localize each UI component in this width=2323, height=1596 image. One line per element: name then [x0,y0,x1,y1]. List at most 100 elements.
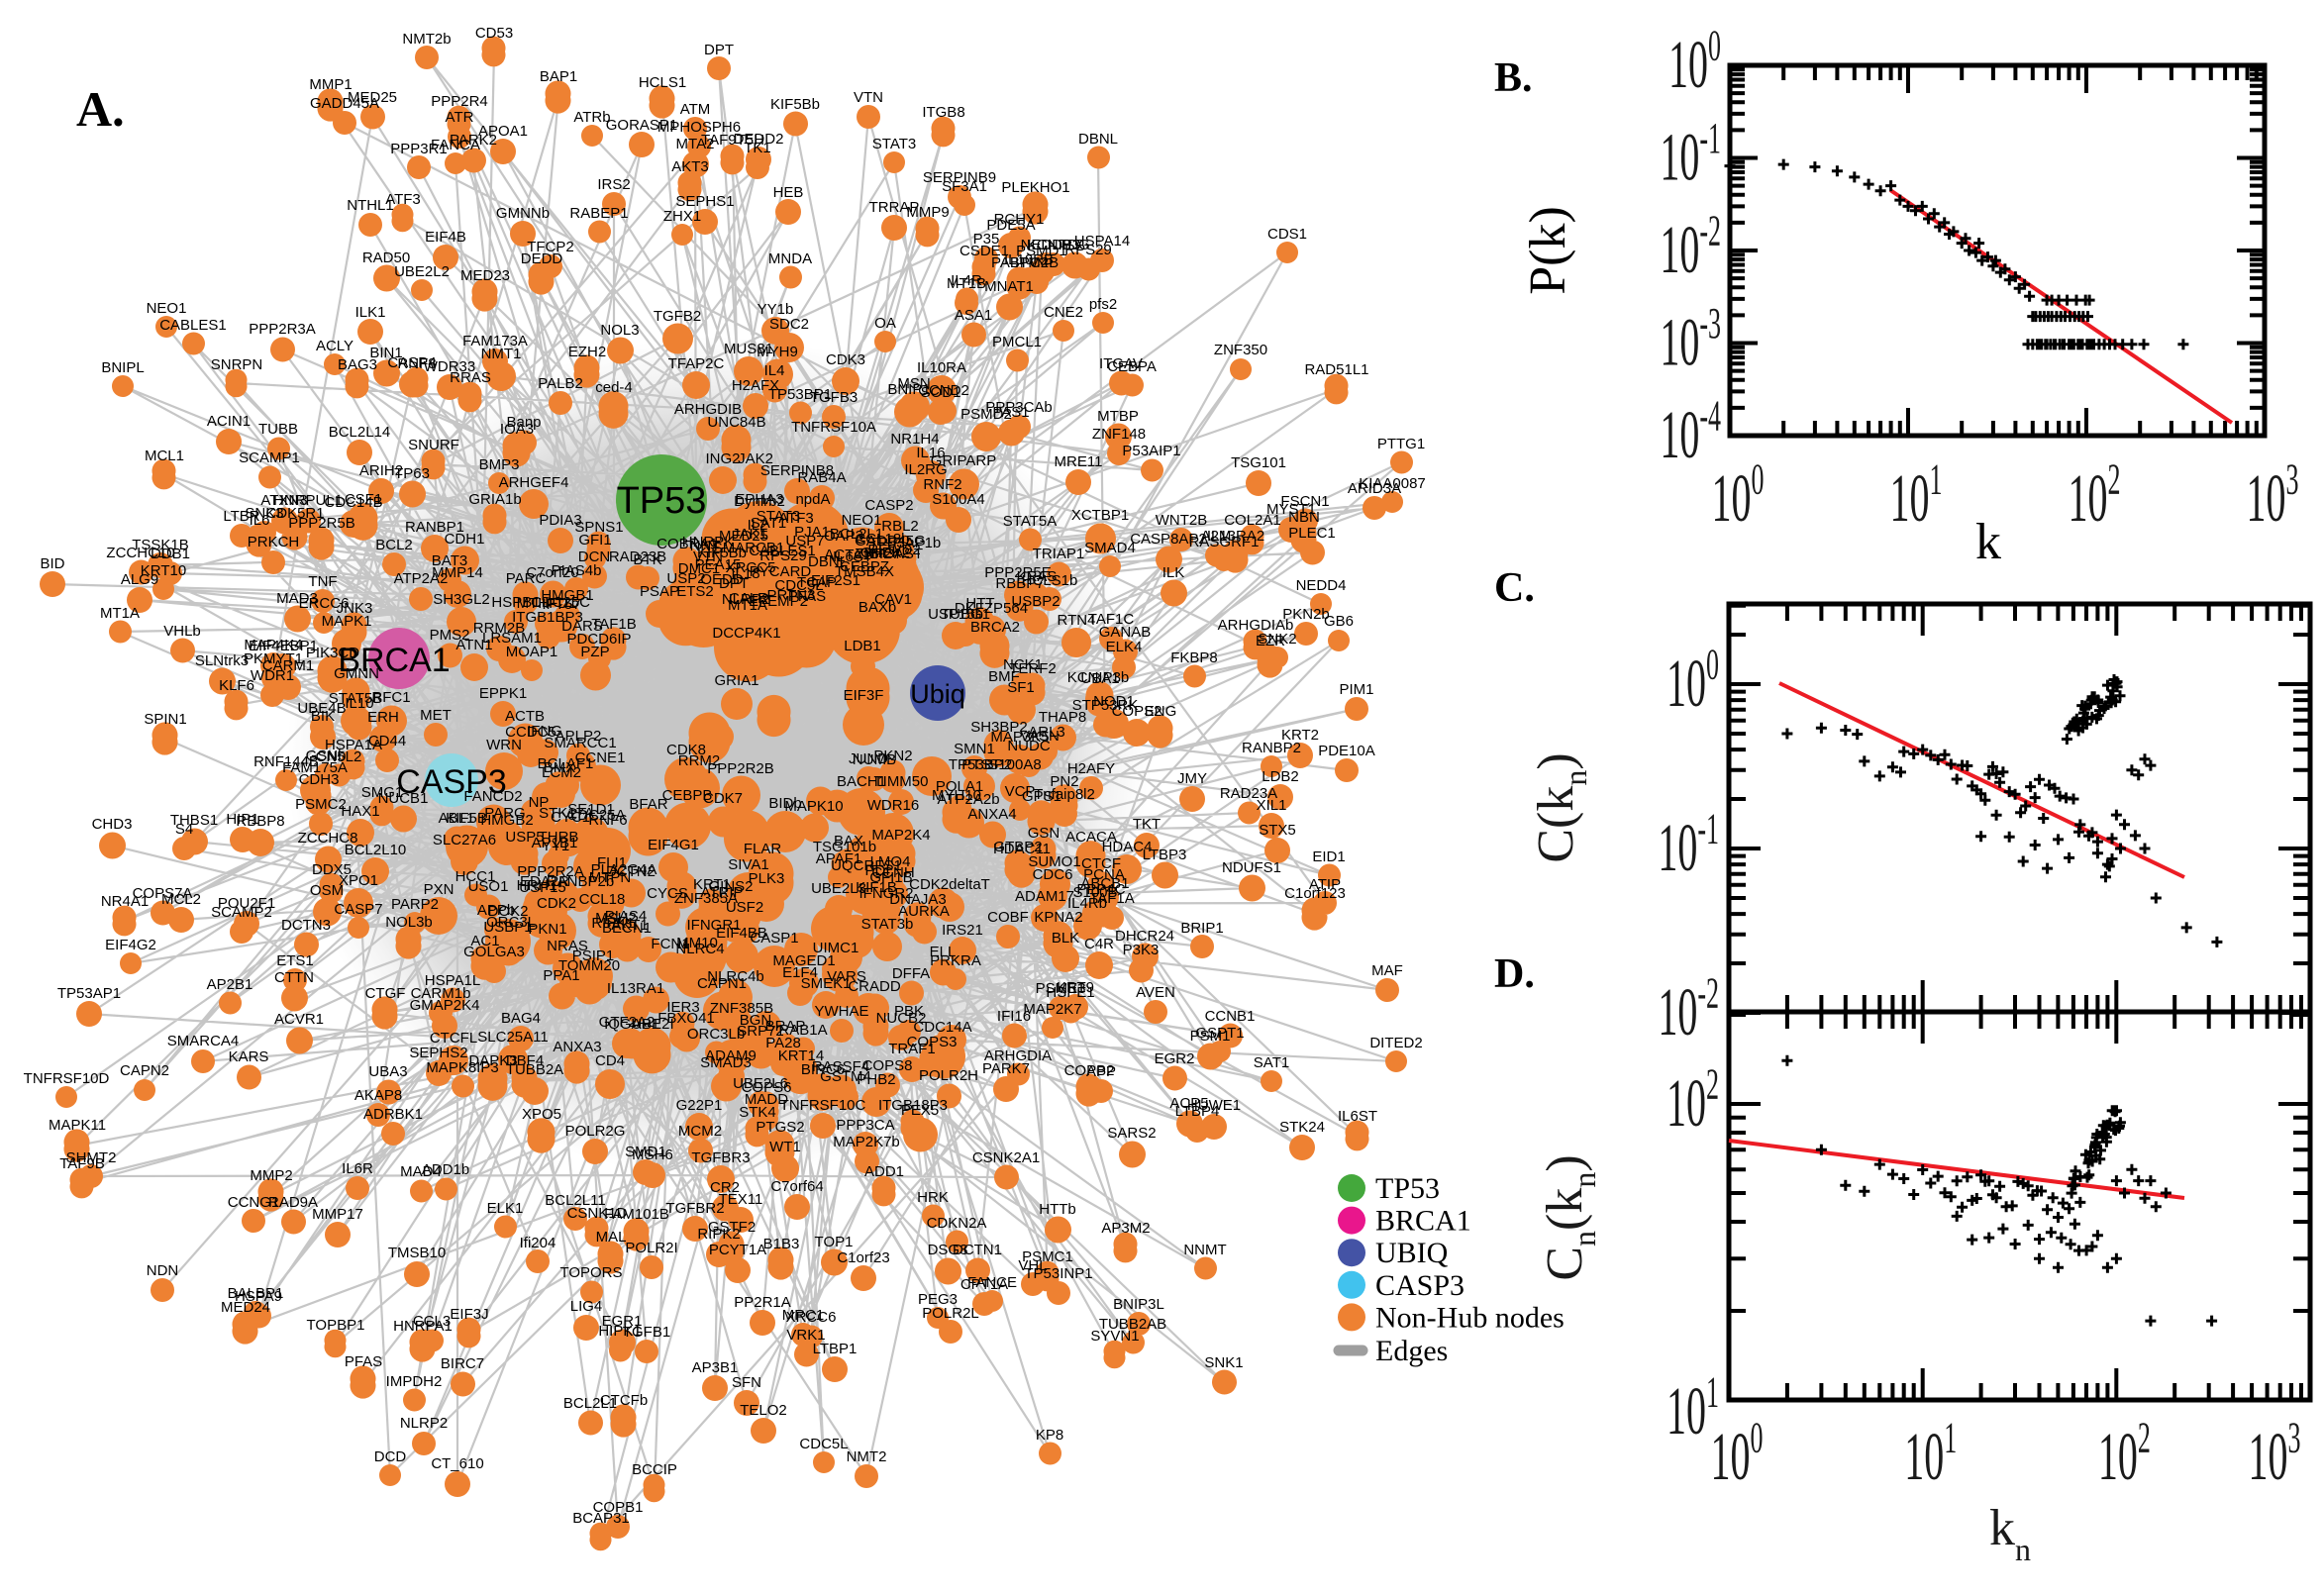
svg-text:TDG: TDG [1059,237,1090,253]
svg-text:ABL1: ABL1 [439,810,475,827]
svg-text:AVEN: AVEN [1136,984,1175,1001]
svg-text:PLEKHO1: PLEKHO1 [1001,179,1069,196]
svg-text:UBE2L2: UBE2L2 [394,263,450,280]
svg-text:ILK1: ILK1 [355,304,386,321]
svg-text:BCCIP: BCCIP [632,1461,677,1478]
svg-text:C7orf20: C7orf20 [526,564,578,581]
svg-text:CDH3: CDH3 [299,771,340,788]
svg-text:IFNGR1: IFNGR1 [686,917,741,934]
svg-text:DAPK3: DAPK3 [468,1052,517,1069]
svg-text:CDC14B: CDC14B [324,494,382,511]
svg-text:TGFB3: TGFB3 [810,389,858,406]
svg-text:HNRPUL1: HNRPUL1 [273,492,343,509]
svg-text:RAD23A: RAD23A [1220,785,1277,802]
svg-text:HSPA9: HSPA9 [235,1288,282,1305]
svg-text:DKFZP564: DKFZP564 [955,600,1028,617]
svg-text:MM10: MM10 [676,935,718,951]
svg-text:WDR33: WDR33 [424,358,476,375]
svg-text:TSG101: TSG101 [1231,454,1286,471]
svg-text:AP3M2: AP3M2 [1101,1220,1150,1237]
svg-text:OA: OA [874,315,896,332]
svg-text:MCL1: MCL1 [145,448,184,464]
svg-text:SPIN1: SPIN1 [144,711,186,728]
svg-text:ARHGEF4: ARHGEF4 [499,474,569,491]
svg-text:TIMM50: TIMM50 [873,773,928,790]
svg-text:ZNF385B: ZNF385B [710,1000,773,1017]
svg-text:SMG1: SMG1 [361,784,404,801]
svg-text:EIF4B: EIF4B [425,229,466,246]
svg-text:MT1B: MT1B [947,275,986,292]
svg-text:103: 103 [2247,453,2299,537]
svg-text:GSTF2: GSTF2 [708,1219,756,1236]
svg-text:GANAB: GANAB [1099,624,1152,641]
svg-text:PDE5A: PDE5A [986,217,1035,234]
svg-text:MAL: MAL [596,1229,627,1246]
svg-text:NBN: NBN [1288,509,1320,526]
svg-text:CDH1: CDH1 [445,531,485,548]
svg-text:PKMYT1: PKMYT1 [244,650,303,667]
svg-text:DBF4: DBF4 [506,1052,544,1069]
svg-text:KRT10: KRT10 [141,562,186,579]
svg-text:LMO4: LMO4 [870,853,911,870]
svg-text:SUMO1: SUMO1 [1028,853,1080,870]
svg-text:SERPINB8: SERPINB8 [760,462,834,479]
svg-text:SHMT2: SHMT2 [66,1149,117,1166]
svg-text:TP53: TP53 [1375,1172,1440,1205]
svg-text:PZP: PZP [580,644,609,660]
svg-text:STAT5B: STAT5B [329,690,382,707]
svg-text:ATP2A2: ATP2A2 [394,570,449,587]
svg-text:FLAR: FLAR [744,841,782,857]
svg-text:MAP2K7b: MAP2K7b [833,1134,900,1150]
svg-text:SH3GL2: SH3GL2 [433,591,490,608]
svg-text:MAPK8IP3: MAPK8IP3 [426,1059,498,1076]
svg-text:MOAP1: MOAP1 [506,644,558,660]
svg-text:H2AFY: H2AFY [1067,760,1115,777]
svg-text:OAP3: OAP3 [824,528,863,545]
svg-text:CTCF: CTCF [1081,855,1121,872]
svg-text:DITED2: DITED2 [1369,1035,1422,1051]
svg-text:ARIH2: ARIH2 [359,462,403,479]
svg-text:ARID3A: ARID3A [1348,480,1401,497]
svg-text:IL6ST: IL6ST [1338,1108,1377,1125]
svg-text:STAT5A: STAT5A [1003,513,1057,530]
svg-text:PIM1: PIM1 [1339,681,1373,698]
svg-text:IFNGR2: IFNGR2 [858,885,913,902]
svg-text:PMS2: PMS2 [430,627,470,644]
svg-text:DSG3: DSG3 [928,1242,968,1258]
svg-text:DEDD: DEDD [521,250,563,267]
svg-text:KARS: KARS [229,1048,269,1065]
svg-text:NUDC: NUDC [1007,738,1050,754]
svg-text:PAS1: PAS1 [992,404,1029,421]
svg-text:GADD45A: GADD45A [310,95,379,112]
svg-text:ARL3: ARL3 [1028,724,1065,741]
svg-text:MNDA: MNDA [768,250,812,267]
svg-text:HDAC4: HDAC4 [1102,839,1153,855]
svg-text:KRT1: KRT1 [693,876,731,893]
svg-text:NMT2b: NMT2b [402,31,451,48]
svg-text:IQGAP1: IQGAP1 [604,1016,659,1033]
svg-text:CR2: CR2 [710,1179,740,1196]
svg-text:NEDD8: NEDD8 [1021,237,1071,253]
svg-text:XPO1: XPO1 [339,872,378,889]
svg-text:UIMC1: UIMC1 [813,940,859,956]
svg-text:RIPK2: RIPK2 [697,1226,740,1243]
svg-text:NLRC4b: NLRC4b [707,968,764,985]
svg-text:FAM175A: FAM175A [282,759,348,776]
svg-text:BNIP3L: BNIP3L [1113,1296,1164,1313]
svg-text:TGFBR2: TGFBR2 [665,1200,724,1217]
svg-text:CDC25A: CDC25A [566,807,625,824]
svg-text:IOA3: IOA3 [500,421,534,438]
svg-text:GADD45G: GADD45G [855,533,926,549]
svg-text:RBBP8: RBBP8 [236,813,284,830]
svg-text:KIF1B: KIF1B [856,879,897,896]
svg-text:PCYT1A: PCYT1A [709,1242,766,1258]
svg-text:RANBP2: RANBP2 [1242,740,1301,756]
svg-text:Tnfaip8l2: Tnfaip8l2 [1034,786,1095,803]
svg-text:SCAMP2: SCAMP2 [211,904,272,921]
svg-text:RPS29: RPS29 [1064,242,1112,258]
svg-text:ZCCHC8: ZCCHC8 [298,830,358,847]
svg-text:C(kn): C(kn) [1528,752,1593,862]
svg-text:BID: BID [40,555,64,572]
svg-text:NNMT: NNMT [1183,1242,1226,1258]
svg-text:MT1A: MT1A [100,605,140,622]
